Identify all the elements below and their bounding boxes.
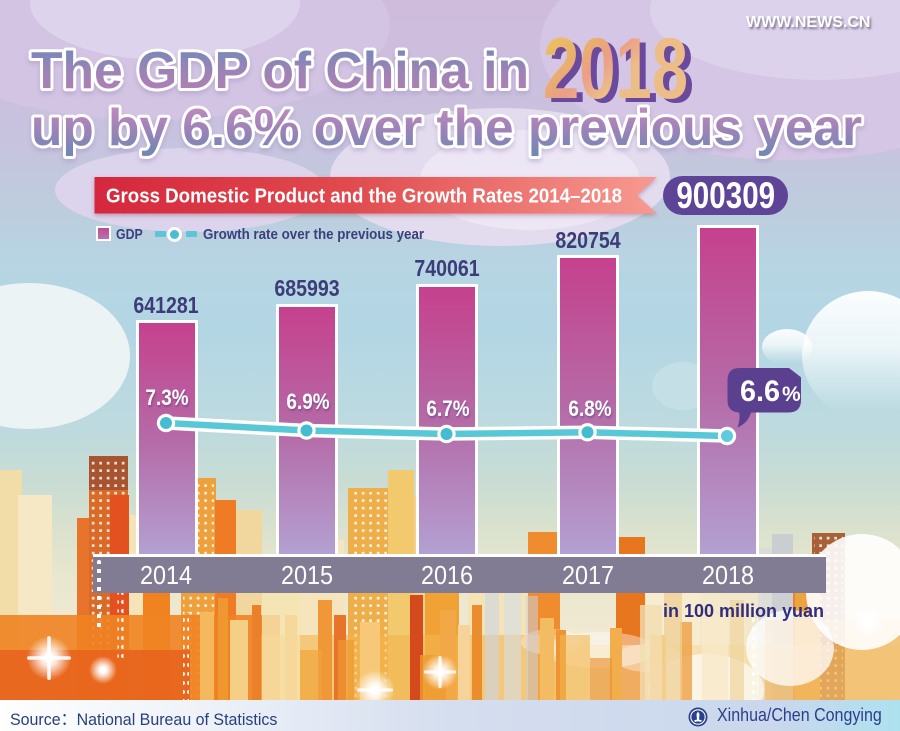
svg-text:%: % [782, 383, 801, 406]
svg-text:Gross Domestic Product and the: Gross Domestic Product and the Growth Ra… [106, 186, 622, 208]
svg-text:The GDP of China in: The GDP of China in [31, 42, 529, 100]
svg-text:2018: 2018 [543, 21, 688, 117]
svg-text:2018: 2018 [549, 25, 694, 121]
svg-text:up by 6.6% over the previous y: up by 6.6% over the previous year [31, 99, 862, 157]
svg-text:6.6: 6.6 [740, 375, 780, 408]
